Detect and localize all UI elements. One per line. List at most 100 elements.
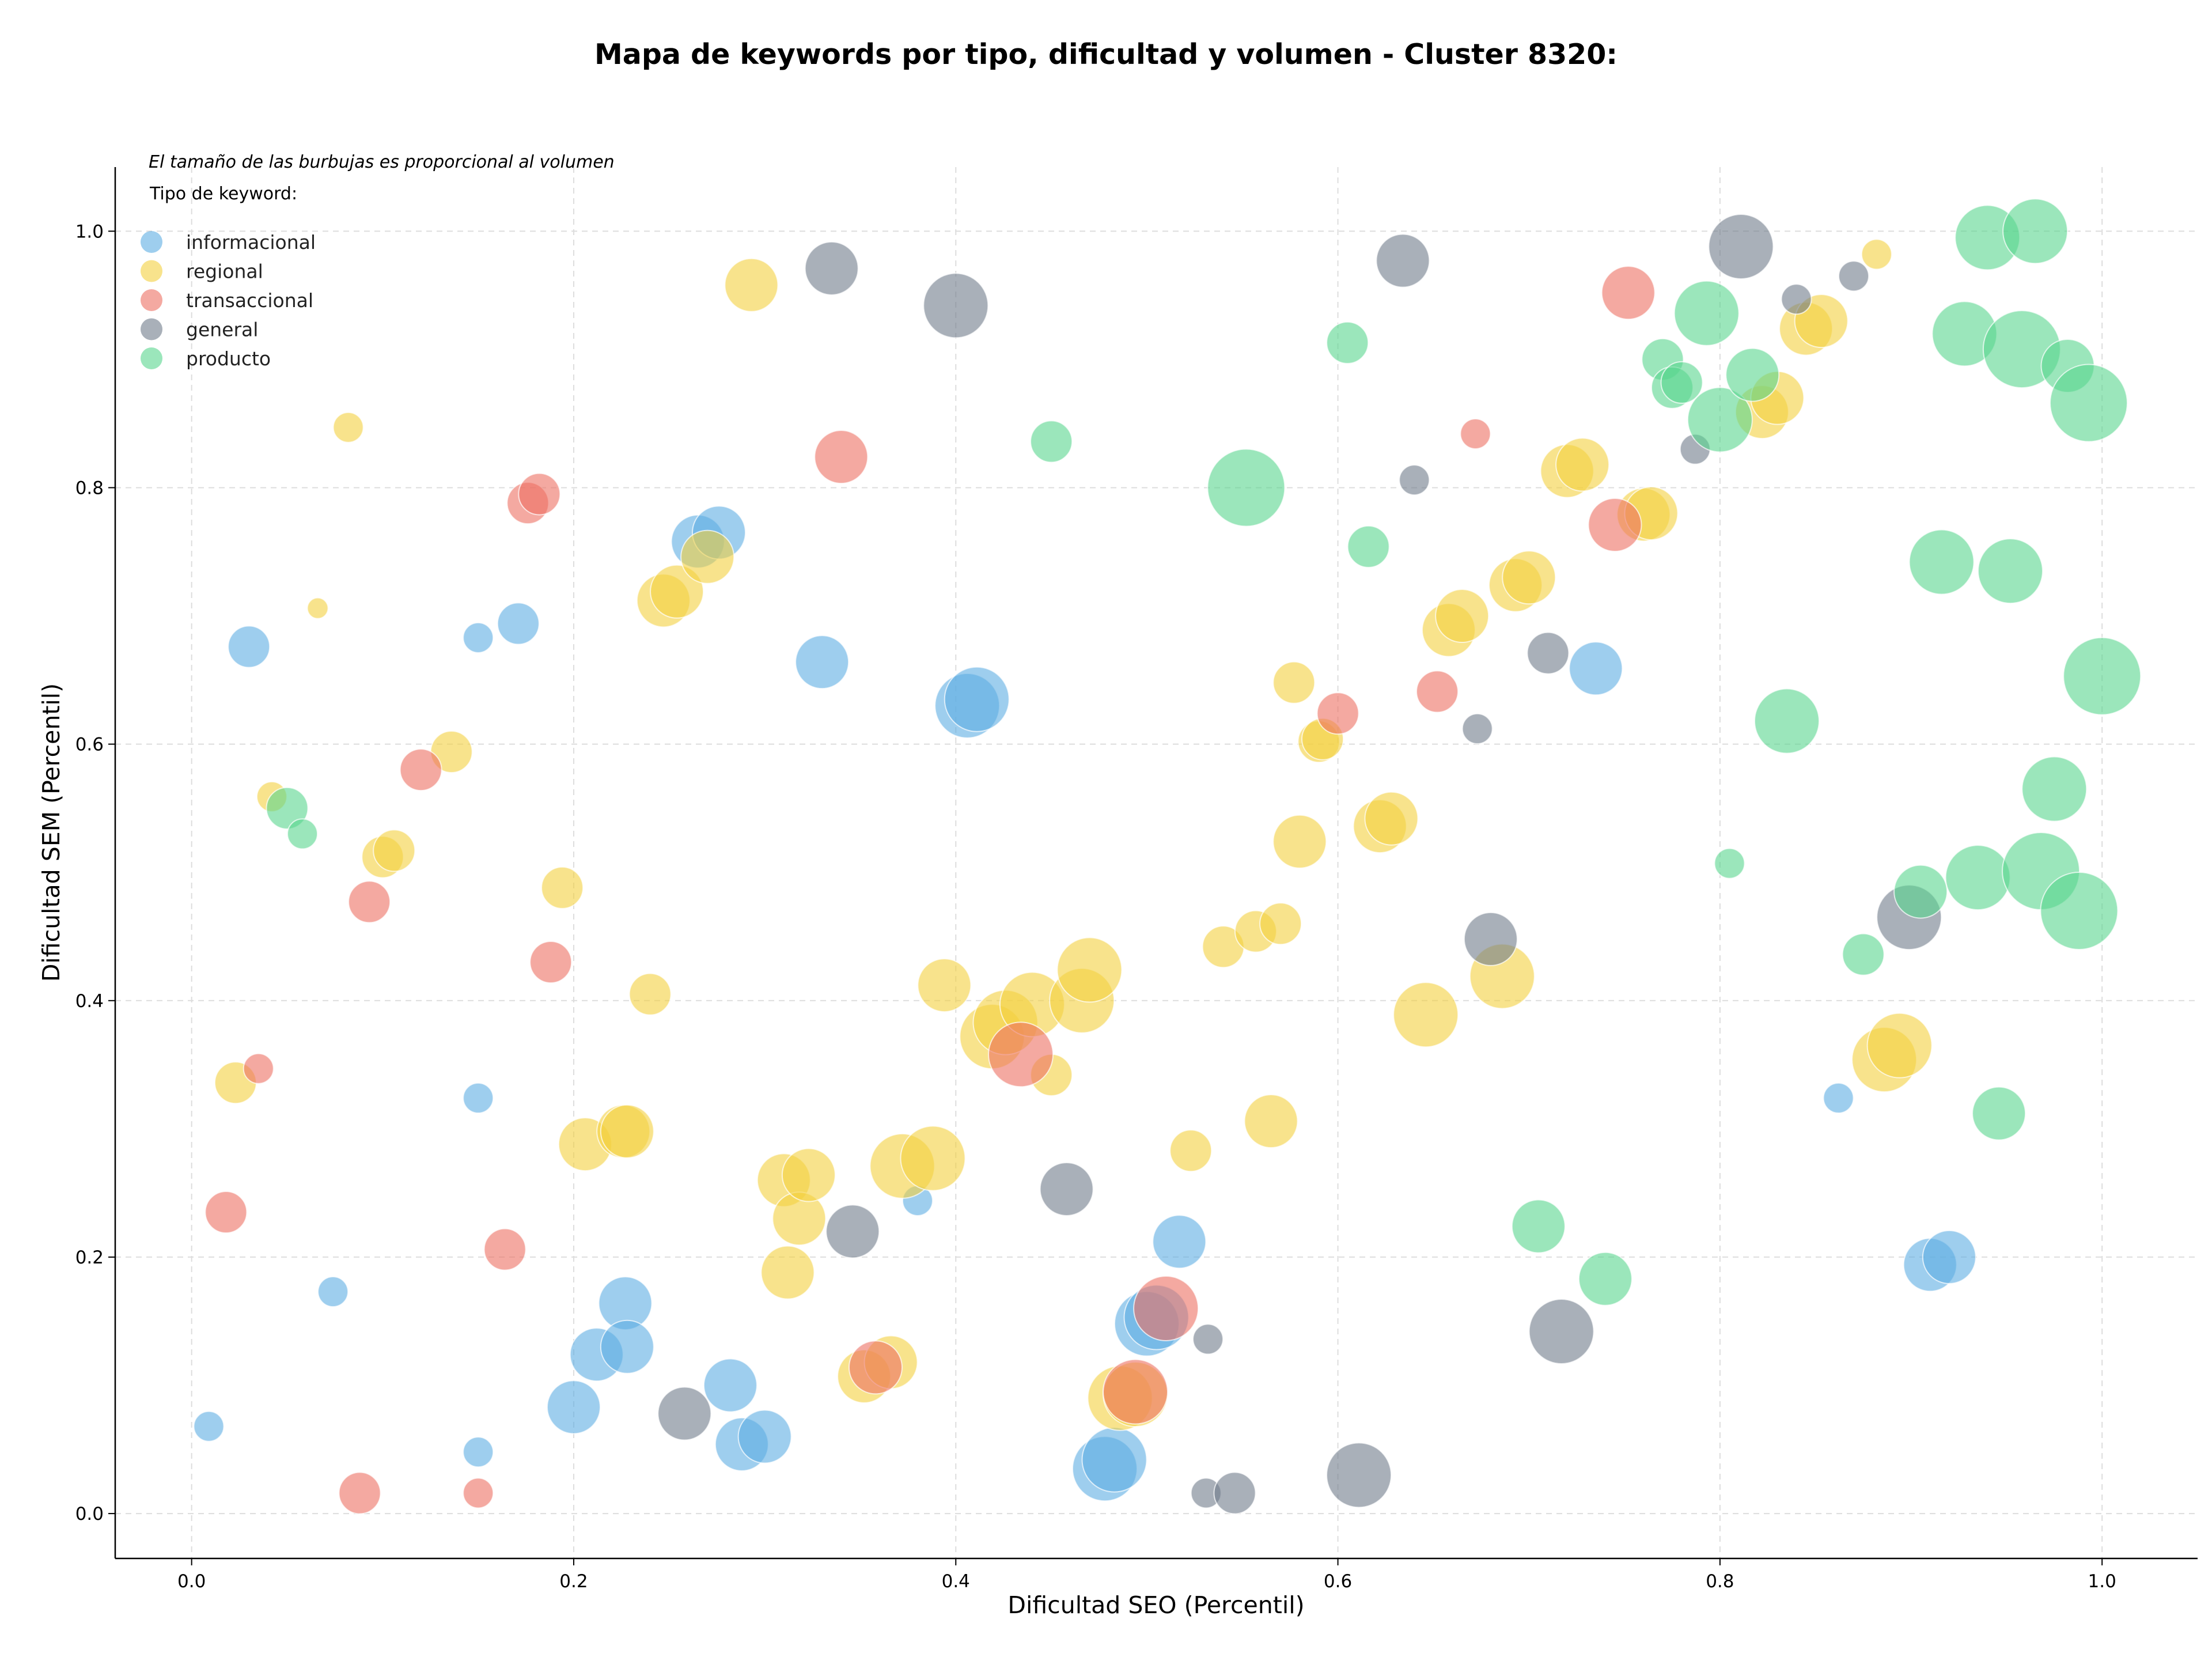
bubble-regional [1555,437,1610,492]
legend-label-informacional: informacional [186,231,316,253]
bubble-regional [1393,982,1459,1048]
bubble-general [804,241,859,296]
bubble-regional [1244,1094,1298,1148]
x-tick-label: 0.8 [1706,1571,1734,1592]
bubble-regional [1169,1129,1213,1172]
legend-title: Tipo de keyword: [149,184,297,204]
bubble-general [1039,1161,1094,1216]
bubble-regional [680,529,735,584]
chart-title: Mapa de keywords por tipo, dificultad y … [594,38,1618,71]
bubble-producto [1908,529,1975,595]
bubble-informacional [737,1409,792,1464]
bubble-regional [373,829,416,872]
bubble-informacional [1823,1082,1854,1114]
bubble-transaccional [1588,498,1642,552]
bubble-producto [1578,1251,1633,1306]
bubble-transaccional [204,1191,248,1234]
bubble-informacional [703,1358,757,1413]
bubble-transaccional [1103,1359,1169,1425]
bubble-regional [628,973,672,1016]
bubble-producto [1972,1086,2027,1141]
bubble-producto [1945,845,2011,911]
bubble-regional [1364,791,1419,846]
bubble-regional [781,1148,836,1202]
bubble-general [1463,911,1518,966]
bubble-informacional [228,625,271,668]
bubble-transaccional [463,1477,494,1509]
bubble-producto [1725,347,1780,402]
bubble-general [1528,1299,1594,1365]
bubble-producto [1714,847,1745,879]
bubble-informacional [497,602,540,645]
y-tick-label: 0.0 [75,1504,104,1524]
bubble-informacional [193,1410,225,1442]
bubble-regional [1272,661,1316,704]
x-tick-label: 0.2 [559,1571,588,1592]
bubble-producto [1753,688,1820,754]
x-tick-label: 0.4 [942,1571,970,1592]
legend-marker-regional [141,260,162,282]
bubble-transaccional [1316,692,1359,735]
bubble-regional [1056,937,1123,1003]
bubble-producto [1207,448,1286,527]
bubble-general [657,1386,712,1441]
legend-label-regional: regional [186,260,263,283]
bubble-general [1838,260,1870,292]
bubble-informacional [463,1436,494,1468]
bubble-producto [266,786,309,830]
bubble-regional [1502,550,1556,605]
legend-marker-informacional [141,231,162,253]
bubble-regional [306,597,329,619]
bubble-transaccional [518,472,561,516]
bubble-producto [1842,933,1885,976]
bubble-transaccional [1601,266,1656,320]
bubble-regional [650,564,704,619]
bubble-transaccional [1416,670,1459,713]
bubble-regional [760,1245,815,1300]
bubble-general [1326,1442,1392,1508]
bubble-regional [541,866,584,909]
y-tick-label: 0.8 [75,478,104,498]
bubble-regional [1259,902,1302,945]
bubble-transaccional [848,1340,903,1395]
bubble-producto [1687,387,1753,453]
bubble-regional [1435,589,1490,644]
bubble-informacional [795,635,850,690]
bubble-producto [2049,364,2128,442]
bubble-producto [1030,420,1073,463]
bubble-general [1461,713,1493,744]
y-axis-label: Dificultad SEM (Percentil) [37,683,65,982]
bubble-producto [2063,637,2142,716]
bubble-regional [1866,1012,1933,1079]
bubble-producto [1977,538,2043,604]
bubble-regional [600,1104,654,1159]
bubble-informacional [1152,1214,1207,1269]
bubble-informacional [1081,1427,1147,1493]
bubble-informacional [546,1380,601,1435]
bubble-general [1192,1323,1224,1355]
legend: El tamaño de las burbujas es proporciona… [141,152,615,370]
bubble-producto [2040,871,2119,950]
bubble-transaccional [988,1021,1054,1088]
bubble-producto [1326,321,1369,364]
x-axis-label: Dificultad SEO (Percentil) [1007,1591,1304,1619]
legend-items: informacional regional transaccional genera… [141,231,316,370]
axes [114,167,2198,1560]
bubble-informacional [463,622,494,653]
bubble-transaccional [243,1053,274,1084]
bubble-general [923,273,989,339]
bubble-transaccional [1460,418,1491,449]
bubble-regional [1272,814,1327,869]
bubble-general [1213,1471,1256,1515]
bubble-producto [1660,361,1703,404]
bubble-informacional [944,666,1010,732]
legend-marker-producto [141,347,162,369]
bubble-regional [900,1125,966,1191]
legend-marker-transaccional [141,289,162,311]
bubble-producto [287,818,319,850]
bubble-regional [1861,239,1892,270]
bubbles [193,198,2142,1515]
bubble-producto [2002,198,2069,264]
bubble-transaccional [338,1471,381,1515]
